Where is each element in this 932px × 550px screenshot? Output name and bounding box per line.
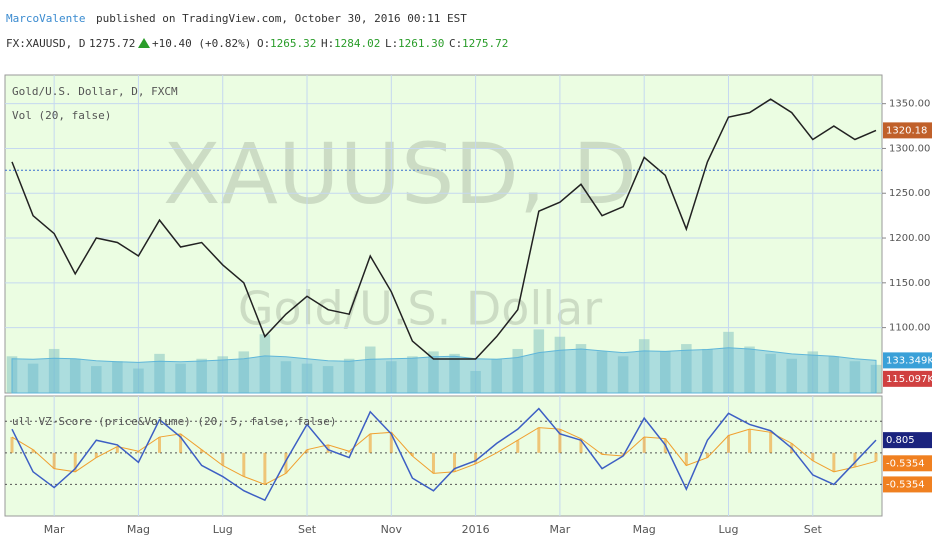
- volume-bar: [723, 331, 734, 393]
- panel-label: Gold/U.S. Dollar, D, FXCM: [12, 85, 178, 98]
- y-tick-label: 1300.00: [889, 143, 930, 154]
- histogram-line: [11, 427, 877, 485]
- volume-bar: [386, 361, 397, 393]
- price-line: [11, 98, 877, 360]
- volume-bar: [27, 363, 39, 393]
- value-box: [883, 122, 932, 139]
- volume-bar: [786, 358, 797, 393]
- up-arrow: [138, 38, 150, 48]
- volume-bar: [512, 348, 524, 393]
- plot: Mar Mag Lug Set Nov 2016 Mar Mag Lug Set 1100.00 11…: [5, 75, 932, 536]
- value-box: [883, 432, 932, 449]
- volume-bar: [322, 366, 334, 393]
- volume-bar: [828, 356, 840, 393]
- value-box: [883, 455, 932, 472]
- volume-bar: [69, 358, 81, 393]
- y-tick-label: 1350.00: [889, 99, 930, 110]
- volume-bar: [596, 351, 608, 393]
- x-tick-label: Lug: [213, 523, 233, 536]
- volume-bar: [681, 344, 692, 393]
- low: 1261.30: [398, 37, 444, 50]
- price-line: [11, 407, 877, 502]
- volume-bar: [196, 358, 207, 393]
- y-tick-label: 1100.00: [889, 323, 930, 334]
- volume-bar: [744, 346, 755, 393]
- volume-bar: [238, 351, 250, 393]
- last-price: 1275.72: [89, 37, 135, 50]
- volume-bar: [765, 353, 776, 393]
- watermark-name: Gold/U.S. Dollar: [238, 282, 602, 336]
- x-tick-label: 2016: [462, 523, 490, 536]
- volume-bar: [154, 353, 165, 393]
- low-label: L:: [385, 37, 398, 50]
- value-box-label: -0.5354: [886, 458, 925, 469]
- value-box-label: 1320.18: [886, 125, 927, 136]
- value-box: [883, 370, 932, 387]
- volume-bar: [807, 351, 819, 393]
- y-tick-label: 1200.00: [889, 233, 930, 244]
- open: 1265.32: [270, 37, 316, 50]
- x-tick-label: Mar: [44, 523, 65, 536]
- volume-bar: [849, 361, 861, 393]
- panel-label: Vol (20, false): [12, 109, 111, 122]
- x-tick-label: Mag: [127, 523, 150, 536]
- volume-bar: [617, 356, 629, 393]
- value-box-label: -0.5354: [886, 479, 925, 490]
- value-box: [883, 352, 932, 369]
- y-tick-label: 1150.00: [889, 278, 930, 289]
- volume-bar: [575, 344, 587, 393]
- volume-bar: [112, 361, 123, 393]
- x-tick-label: Lug: [719, 523, 739, 536]
- volume-bar: [217, 356, 228, 393]
- volume-bar: [259, 334, 271, 393]
- value-box-label: 133.349K: [886, 355, 932, 366]
- volume-bar: [491, 358, 502, 393]
- indicator-panel: [4, 395, 883, 517]
- open-label: O:: [257, 37, 270, 50]
- value-box-label: 0.805: [886, 435, 915, 446]
- published: published on TradingView.com, October 30…: [96, 12, 467, 25]
- volume-bar: [343, 358, 355, 393]
- author[interactable]: MarcoValente: [6, 12, 85, 25]
- x-tick-label: Set: [804, 523, 823, 536]
- symbol: FX:XAUUSD, D: [6, 37, 85, 50]
- x-tick-label: Mar: [550, 523, 571, 536]
- volume-bar: [449, 353, 460, 393]
- value-box-label: 115.097K: [886, 374, 932, 385]
- volume-bar: [301, 363, 313, 393]
- volume-bar: [133, 368, 144, 393]
- change: +10.40 (+0.82%): [152, 37, 251, 50]
- volume-bar: [280, 361, 292, 393]
- volume-bar: [554, 336, 566, 393]
- volume-bar: [702, 348, 713, 393]
- high: 1284.02: [334, 37, 380, 50]
- value-box: [883, 476, 932, 493]
- close-label: C:: [449, 37, 462, 50]
- volume-bar: [533, 329, 545, 393]
- indicator-title: ull VZ-Score (price&Volume) (20, 5, fals…: [12, 415, 337, 428]
- high-label: H:: [321, 37, 334, 50]
- y-tick-label: 1250.00: [889, 188, 930, 199]
- x-tick-label: Nov: [381, 523, 403, 536]
- volume-bar: [175, 363, 186, 393]
- volume-bar: [660, 351, 671, 393]
- volume-bar: [91, 366, 102, 393]
- watermark-symbol: XAUUSD, D: [163, 125, 637, 223]
- volume-bar: [638, 339, 650, 393]
- volume-bar: [364, 346, 376, 393]
- volume-bar: [428, 351, 439, 393]
- close: 1275.72: [462, 37, 508, 50]
- x-tick-label: Set: [298, 523, 317, 536]
- volume-bar: [470, 370, 481, 393]
- volume-bar: [48, 348, 60, 393]
- x-tick-label: Mag: [633, 523, 656, 536]
- volume-bar: [407, 356, 418, 393]
- price-panel: [4, 74, 883, 394]
